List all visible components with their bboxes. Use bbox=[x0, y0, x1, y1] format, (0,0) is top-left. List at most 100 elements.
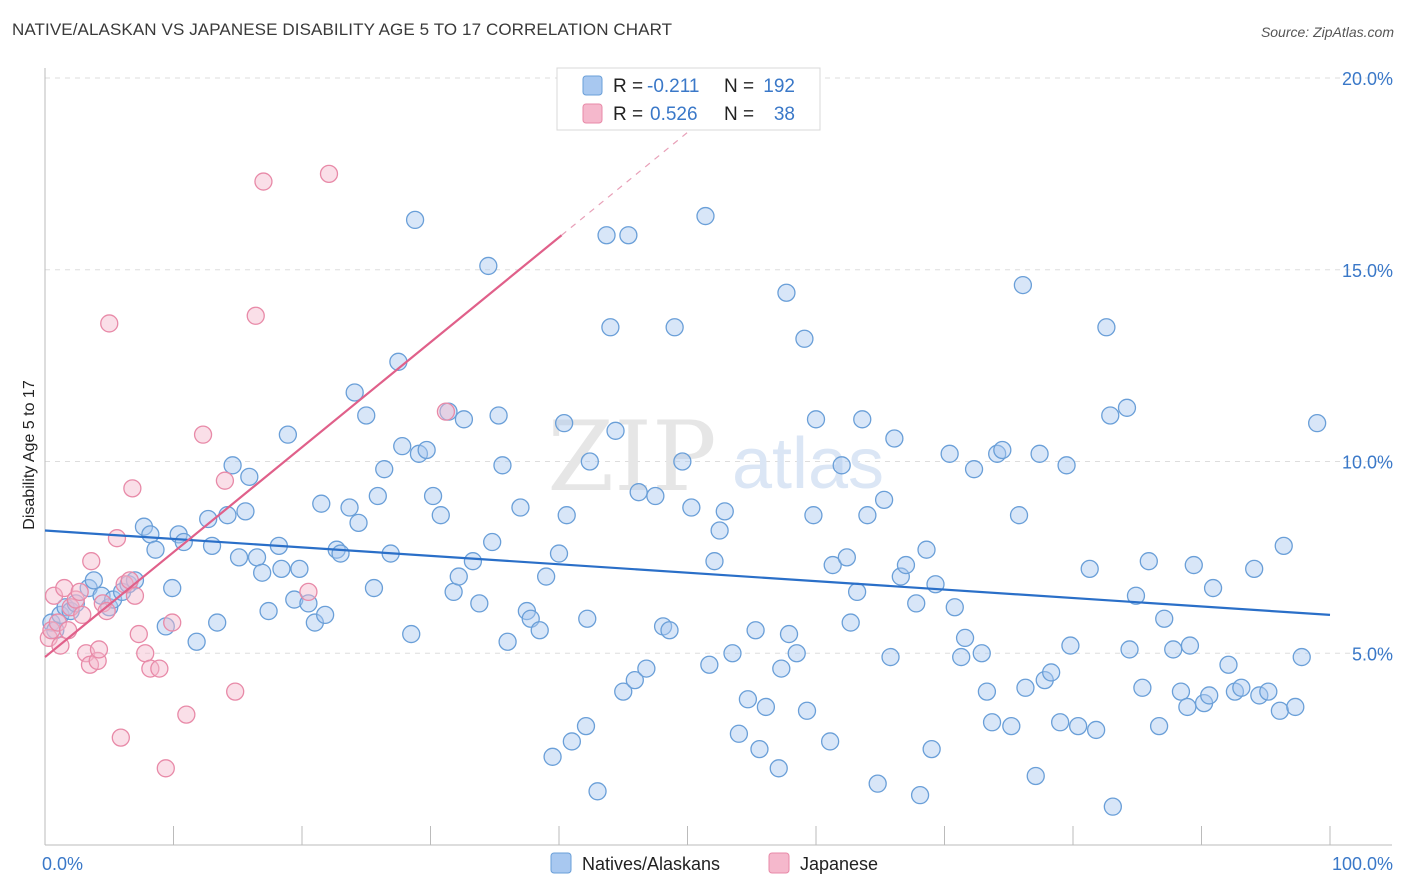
japanese-point bbox=[123, 479, 142, 498]
native-point bbox=[272, 559, 291, 579]
legend-r-value-2: 0.526 bbox=[650, 104, 698, 125]
japanese-point bbox=[177, 705, 196, 724]
native-point bbox=[777, 283, 796, 302]
japanese-point bbox=[82, 552, 101, 571]
native-point bbox=[907, 594, 926, 613]
native-point bbox=[964, 460, 984, 479]
y-axis-label: Disability Age 5 to 17 bbox=[21, 380, 38, 530]
native-point bbox=[141, 525, 160, 544]
native-point bbox=[223, 456, 242, 475]
native-point bbox=[562, 732, 581, 751]
native-point bbox=[952, 647, 971, 667]
japanese-point bbox=[246, 306, 265, 325]
native-point bbox=[543, 747, 562, 766]
native-point bbox=[1270, 701, 1290, 720]
y-tick-label: 5.0% bbox=[1352, 644, 1393, 664]
native-point bbox=[331, 544, 350, 563]
native-point bbox=[1013, 275, 1033, 295]
native-point bbox=[1259, 682, 1278, 701]
native-point bbox=[530, 621, 549, 640]
native-point bbox=[614, 682, 633, 701]
native-point bbox=[393, 437, 412, 456]
native-point bbox=[1120, 640, 1139, 659]
native-point bbox=[977, 682, 997, 701]
native-point bbox=[1245, 559, 1264, 579]
native-point bbox=[795, 329, 814, 348]
legend-r-label-2: R = bbox=[613, 104, 643, 125]
chart-title: NATIVE/ALASKAN VS JAPANESE DISABILITY AG… bbox=[12, 20, 673, 39]
native-point bbox=[1101, 406, 1120, 425]
native-point bbox=[493, 456, 512, 475]
japanese-point bbox=[215, 471, 235, 490]
japanese-point bbox=[73, 605, 92, 625]
native-point bbox=[910, 785, 930, 805]
native-point bbox=[696, 206, 715, 226]
native-point bbox=[637, 659, 656, 678]
native-point bbox=[1117, 398, 1137, 417]
native-point bbox=[1250, 686, 1269, 705]
native-point bbox=[1068, 716, 1088, 736]
native-point bbox=[710, 521, 729, 540]
native-point bbox=[700, 655, 719, 674]
y-tick-label: 15.0% bbox=[1342, 261, 1393, 281]
japanese-point bbox=[100, 314, 119, 333]
native-point bbox=[1009, 506, 1029, 525]
native-point bbox=[479, 256, 498, 276]
native-point bbox=[578, 609, 597, 628]
native-point bbox=[660, 621, 679, 640]
native-point bbox=[511, 498, 530, 517]
japanese-point bbox=[136, 644, 155, 663]
native-point bbox=[769, 759, 788, 778]
native-point bbox=[1184, 555, 1203, 575]
native-point bbox=[1171, 682, 1191, 701]
native-point bbox=[1164, 640, 1183, 659]
axes: 5.0% 10.0% 15.0% 20.0% 0.0% 100.0% bbox=[42, 68, 1393, 874]
japanese-point bbox=[70, 582, 89, 602]
legend-r-value-1: -0.211 bbox=[647, 76, 699, 97]
native-point bbox=[285, 590, 304, 609]
native-point bbox=[832, 456, 851, 475]
y-tick-label: 10.0% bbox=[1342, 453, 1393, 473]
native-trend-line bbox=[44, 529, 1331, 616]
legend-swatch-natives bbox=[582, 75, 603, 96]
japanese-point bbox=[107, 529, 127, 548]
japanese-point bbox=[436, 402, 456, 421]
native-point bbox=[746, 621, 765, 640]
native-point bbox=[820, 732, 840, 751]
trend-lines bbox=[44, 95, 1331, 658]
native-point bbox=[922, 739, 941, 759]
native-point bbox=[463, 552, 483, 571]
native-point bbox=[1203, 578, 1223, 598]
native-point bbox=[1149, 716, 1169, 736]
japanese-point bbox=[156, 759, 175, 778]
japanese-point bbox=[163, 613, 182, 632]
native-point bbox=[715, 502, 734, 521]
japanese-point bbox=[58, 621, 78, 640]
native-point bbox=[993, 440, 1012, 460]
legend-n-value-2: 38 bbox=[774, 104, 795, 125]
legend-n-label-1: N = bbox=[724, 76, 754, 97]
native-point bbox=[498, 632, 517, 651]
native-point bbox=[955, 628, 975, 648]
native-point bbox=[537, 567, 556, 586]
native-point bbox=[345, 383, 364, 402]
native-point bbox=[619, 226, 638, 245]
native-point bbox=[1016, 678, 1035, 697]
native-point bbox=[837, 548, 856, 567]
native-point bbox=[402, 624, 421, 644]
native-point bbox=[705, 552, 724, 571]
native-point bbox=[315, 605, 335, 625]
native-point bbox=[823, 555, 842, 575]
native-point bbox=[340, 498, 359, 517]
native-point bbox=[1126, 586, 1146, 605]
native-point bbox=[597, 226, 616, 245]
native-point bbox=[202, 536, 222, 556]
japanese-point bbox=[125, 586, 145, 605]
japanese-point bbox=[299, 582, 318, 602]
native-point bbox=[423, 486, 443, 506]
native-point bbox=[1030, 444, 1049, 463]
native-point bbox=[972, 644, 991, 663]
native-point bbox=[368, 486, 387, 506]
native-point bbox=[444, 582, 463, 602]
y-tick-label: 20.0% bbox=[1342, 69, 1393, 89]
